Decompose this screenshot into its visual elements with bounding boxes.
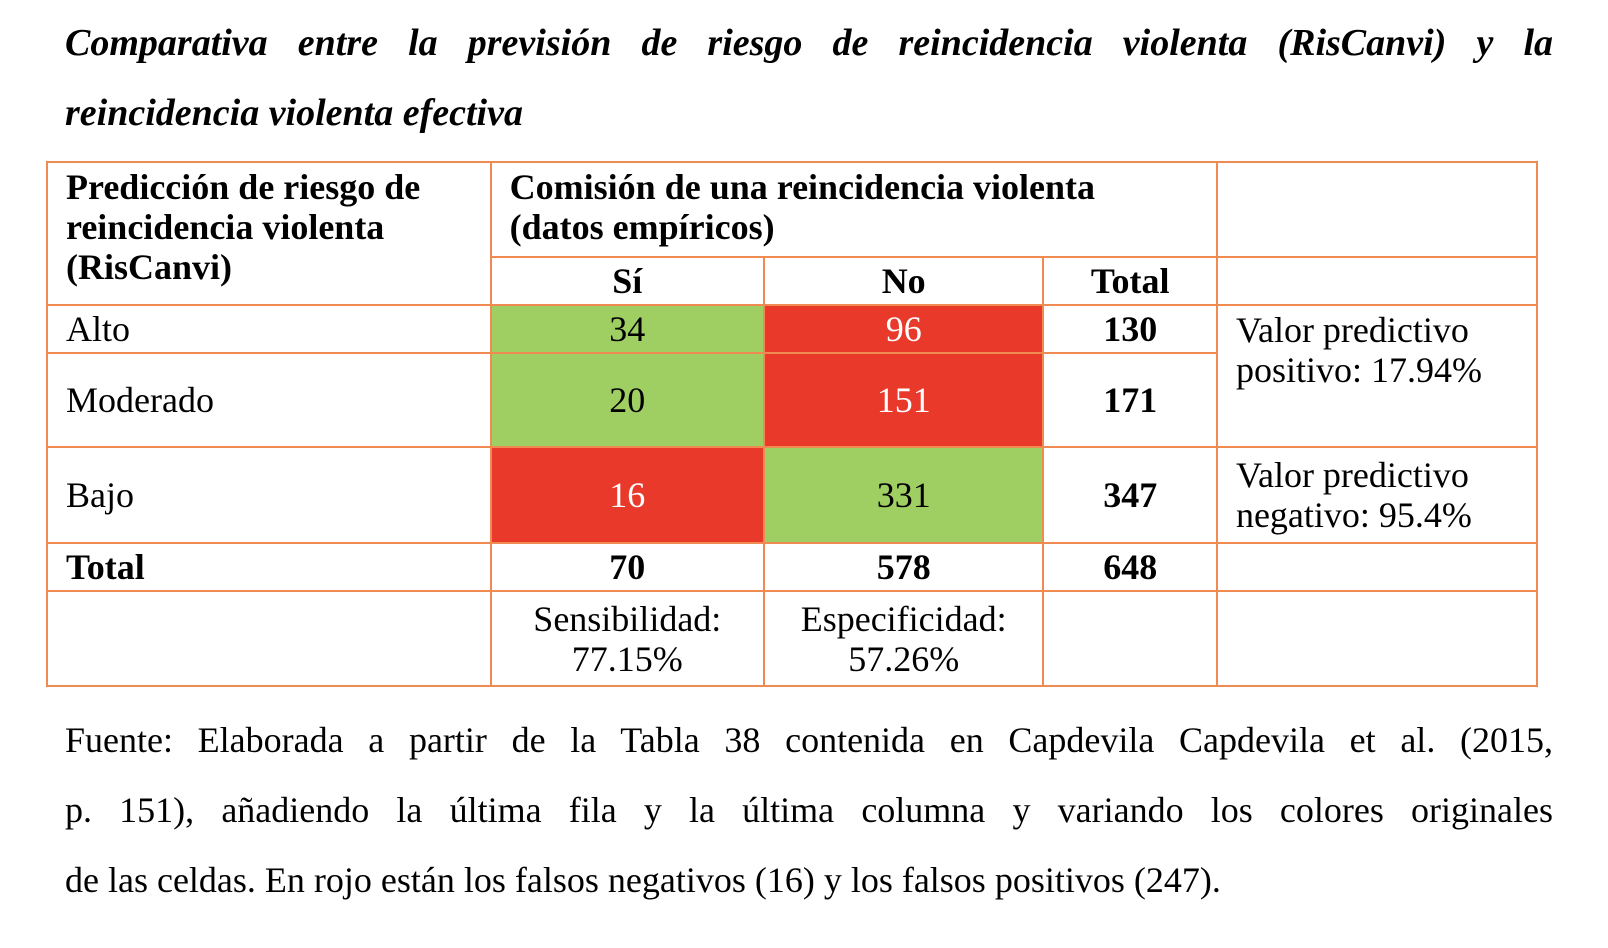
empty-cell: [46, 590, 492, 687]
confusion-matrix-table: Predicción de riesgo de reincidencia vio…: [46, 161, 1539, 687]
row-label-bajo: Bajo: [46, 446, 492, 544]
col-header-no: No: [762, 256, 1045, 306]
empty-cell: [1215, 542, 1539, 592]
empty-cell: [1215, 256, 1539, 306]
row-label-total: Total: [46, 542, 492, 592]
group-header: Comisión de una reincidencia violenta (d…: [489, 161, 1218, 258]
cell-total-si: 70: [489, 542, 765, 592]
empty-cell: [1042, 590, 1218, 687]
caption-line-1: Comparativa entre la previsión de riesgo…: [65, 22, 1553, 64]
row-label-moderado: Moderado: [46, 352, 492, 448]
caption-line-2: reincidencia violenta efectiva: [65, 92, 523, 134]
cell-moderado-si: 20: [489, 352, 765, 448]
cell-total-no: 578: [762, 542, 1045, 592]
cell-moderado-total: 171: [1042, 352, 1218, 448]
table-caption: Comparativa entre la previsión de riesgo…: [65, 8, 1553, 148]
row-label-alto: Alto: [46, 304, 492, 354]
source-line-3: de las celdas. En rojo están los falsos …: [65, 860, 1221, 900]
cell-bajo-no: 331: [762, 446, 1045, 544]
empty-cell: [1215, 161, 1539, 258]
cell-bajo-si: 16: [489, 446, 765, 544]
col-header-total: Total: [1042, 256, 1218, 306]
positive-predictive-value: Valor predictivo positivo: 17.94%: [1215, 304, 1539, 448]
source-line-1: Fuente: Elaborada a partir de la Tabla 3…: [65, 720, 1553, 760]
specificity: Especificidad: 57.26%: [762, 590, 1045, 687]
negative-predictive-value: Valor predictivo negativo: 95.4%: [1215, 446, 1539, 544]
source-note: Fuente: Elaborada a partir de la Tabla 3…: [65, 705, 1553, 915]
cell-bajo-total: 347: [1042, 446, 1218, 544]
cell-alto-si: 34: [489, 304, 765, 354]
empty-cell: [1215, 590, 1539, 687]
cell-alto-total: 130: [1042, 304, 1218, 354]
cell-total-total: 648: [1042, 542, 1218, 592]
col-header-si: Sí: [489, 256, 765, 306]
cell-alto-no: 96: [762, 304, 1045, 354]
source-line-2: p. 151), añadiendo la última fila y la ú…: [65, 790, 1553, 830]
cell-moderado-no: 151: [762, 352, 1045, 448]
corner-header: Predicción de riesgo de reincidencia vio…: [46, 161, 492, 306]
sensitivity: Sensibilidad: 77.15%: [489, 590, 765, 687]
